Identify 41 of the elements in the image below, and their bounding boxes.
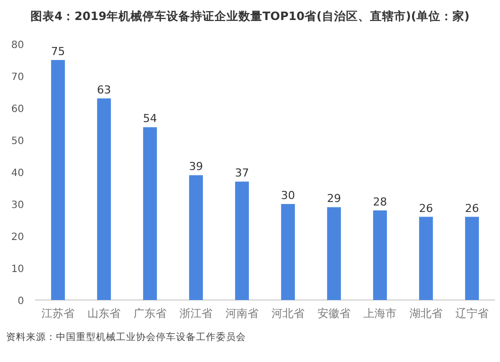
chart-title: 图表4：2019年机械停车设备持证企业数量TOP10省(自治区、直辖市)(单位：家) <box>30 9 470 23</box>
y-tick-label: 60 <box>11 104 24 115</box>
bar <box>419 216 433 300</box>
x-tick-label: 广东省 <box>134 307 166 320</box>
data-label: 39 <box>189 160 203 174</box>
x-tick-label: 辽宁省 <box>456 307 488 320</box>
y-tick-label: 50 <box>11 136 24 147</box>
bar <box>143 127 157 300</box>
x-tick-label: 湖北省 <box>410 307 442 320</box>
bar <box>51 60 65 300</box>
x-tick-label: 浙江省 <box>180 307 212 320</box>
y-tick-label: 30 <box>11 200 24 211</box>
data-label: 28 <box>373 195 387 208</box>
text: 资料来源：中国重型机械工业协会停车设备工作委员会 <box>6 331 246 343</box>
y-tick-label: 20 <box>11 232 24 243</box>
bar <box>235 182 249 300</box>
bar <box>281 204 295 300</box>
data-label: 26 <box>419 202 433 215</box>
x-tick-label: 河北省 <box>272 307 304 320</box>
data-label: 63 <box>97 83 111 96</box>
x-tick-label: 河南省 <box>226 307 258 320</box>
data-label: 75 <box>51 45 65 58</box>
y-tick-label: 0 <box>18 296 24 307</box>
data-label: 37 <box>235 166 249 180</box>
x-tick-label: 安徽省 <box>318 307 350 320</box>
bar <box>373 210 387 300</box>
x-tick-label: 山东省 <box>88 307 120 320</box>
data-label: 54 <box>143 112 157 126</box>
bar <box>97 98 111 300</box>
y-tick-label: 40 <box>11 168 24 179</box>
y-tick-label: 80 <box>11 40 24 51</box>
data-label: 29 <box>327 192 341 206</box>
x-tick-label: 江苏省 <box>42 307 74 320</box>
data-label: 26 <box>465 202 479 215</box>
y-tick-label: 70 <box>11 72 24 83</box>
bar <box>327 207 341 300</box>
bar <box>189 175 203 300</box>
x-tick-label: 上海市 <box>364 307 396 320</box>
bar <box>465 216 479 300</box>
y-tick-label: 10 <box>11 264 24 275</box>
data-label: 30 <box>281 189 295 202</box>
